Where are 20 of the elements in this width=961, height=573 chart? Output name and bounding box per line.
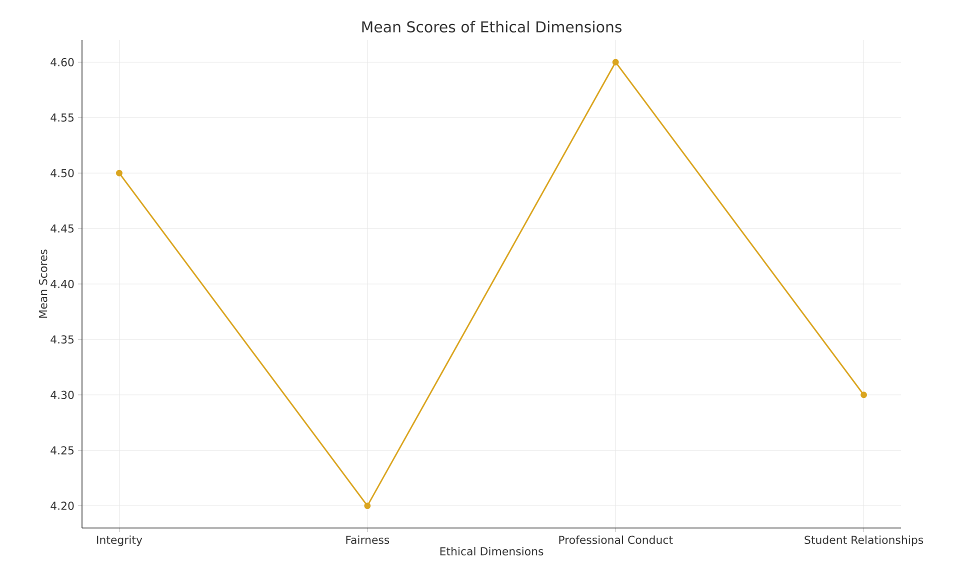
point — [860, 392, 868, 398]
chart-title: Mean Scores of Ethical Dimensions — [362, 20, 622, 32]
x-tick-label: Fairness — [346, 536, 390, 544]
x-tick-label: Integrity — [97, 536, 142, 546]
point — [364, 502, 371, 510]
point — [116, 170, 122, 176]
y-tick-label: 4.35 — [50, 335, 74, 344]
point — [612, 58, 619, 66]
x-axis-title: Ethical Dimensions — [440, 546, 544, 556]
x-tick-label: Student Relationships — [804, 536, 924, 546]
x-tick-label: Professional Conduct — [559, 536, 673, 544]
y-tick-label: 4.50 — [50, 168, 74, 178]
y-tick-label: 4.20 — [50, 502, 74, 510]
y-axis-title: Mean Scores — [38, 250, 48, 318]
y-tick-label: 4.40 — [50, 280, 74, 288]
y-tick-label: 4.45 — [50, 224, 74, 233]
y-tick-label: 4.25 — [50, 446, 74, 454]
y-tick-label: 4.55 — [50, 114, 74, 122]
y-tick-label: 4.60 — [50, 58, 74, 66]
y-tick-label: 4.30 — [50, 390, 74, 400]
